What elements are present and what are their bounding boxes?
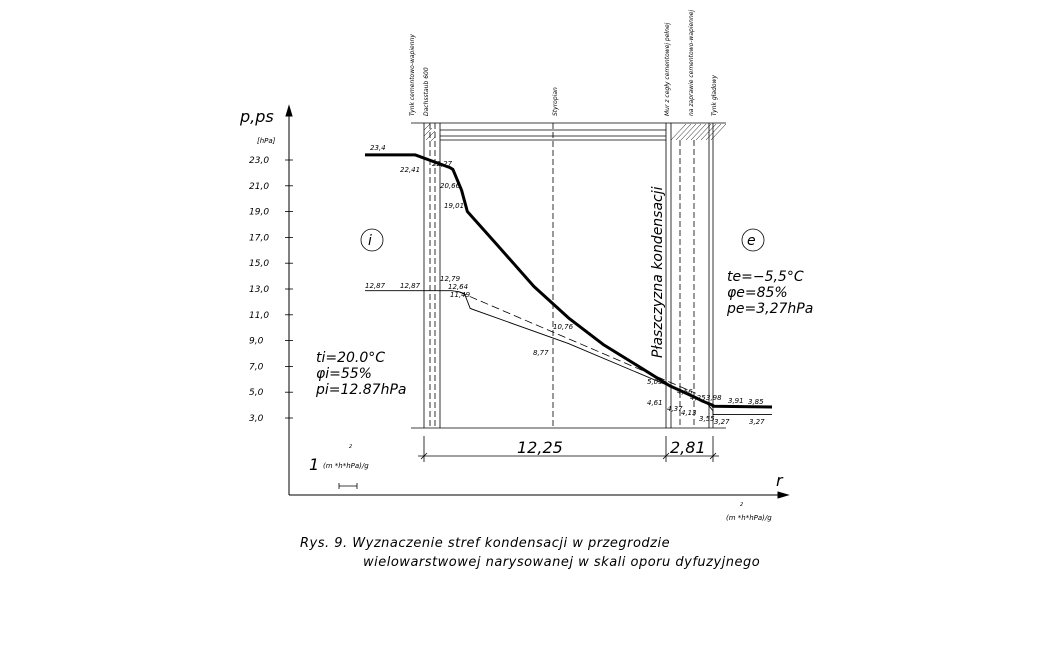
outside-humidity: φe=85%	[727, 285, 788, 301]
y-tick-label: 13,0	[249, 285, 269, 295]
y-tick-label: 21,0	[249, 182, 269, 192]
x-axis-arrow	[777, 491, 790, 499]
partial-pressure-value-label: 12,64	[448, 283, 468, 291]
y-tick-label: 17,0	[249, 233, 269, 243]
svg-text:Tynk cementowo-wapienny: Tynk cementowo-wapienny	[409, 34, 416, 116]
svg-text:Mur z cegły cementowej pełnej: Mur z cegły cementowej pełnej	[664, 22, 671, 116]
hatch-line	[680, 123, 697, 141]
svg-text:e: e	[747, 233, 756, 249]
partial-pressure-value-label: 8,77	[533, 349, 549, 357]
condensation-plane-label: Płaszczyzna kondensacji	[650, 186, 666, 358]
partial-pressure-line	[365, 290, 772, 415]
svg-text:(m *h*hPa)/g: (m *h*hPa)/g	[323, 462, 369, 470]
partial-pressure-value-label: 12,79	[440, 275, 461, 283]
dimension-2: 2,81	[670, 438, 706, 457]
y-axis-arrow	[285, 104, 293, 117]
x-axis-unit-exponent: 2	[740, 502, 743, 508]
hatch-line	[700, 123, 717, 141]
partial-pressure-value-label: 3,55	[699, 415, 715, 423]
svg-text:1: 1	[309, 455, 319, 474]
hatch-line	[685, 123, 702, 141]
partial-pressure-value-label: 11,49	[450, 291, 471, 299]
axes	[285, 104, 790, 499]
caption-line-2: wielowarstwowej narysowanej w skali opor…	[363, 555, 760, 570]
saturation-value-label: 4,25	[690, 394, 706, 402]
series-layer	[365, 153, 773, 415]
partial-pressure-value-label: 12,87	[400, 282, 421, 290]
scale-bar: 1 2 (m *h*hPa)/g	[309, 444, 369, 489]
y-tick-label: 3,0	[249, 414, 264, 424]
saturation-value-label: 3,91	[728, 397, 744, 405]
dimension-1: 12,25	[517, 438, 563, 457]
y-ticks: 23,0 21,0 19,0 17,0 15,0 13,0 11,0 9,0 7,0 5,0 3,0	[249, 156, 293, 424]
svg-text:Tynk gładowy: Tynk gładowy	[711, 75, 718, 116]
saturation-pressure-line	[365, 153, 773, 409]
svg-text:Dachsstaub 600: Dachsstaub 600	[423, 67, 430, 116]
hatch-inner	[423, 123, 436, 142]
svg-text:na zaprawie cementowo-wapienne: na zaprawie cementowo-wapiennej	[688, 10, 695, 116]
hatch-line	[705, 123, 722, 141]
wall-structure	[411, 122, 726, 429]
partial-pressure-value-label: 4,61	[647, 399, 663, 407]
outside-pressure: pe=3,27hPa	[726, 301, 813, 317]
saturation-value-label: 20,66	[440, 182, 461, 190]
inside-temperature: ti=20.0°C	[316, 350, 385, 366]
x-axis-label: r	[776, 471, 784, 490]
saturation-value-label: 19,01	[444, 202, 464, 210]
hatch-line	[675, 123, 692, 141]
caption-line-1: Rys. 9. Wyznaczenie stref kondensacji w …	[300, 536, 670, 551]
layer-labels: Tynk cementowo-wapienny Dachsstaub 600 S…	[409, 10, 718, 116]
y-tick-label: 23,0	[249, 156, 269, 166]
dimension-lines	[418, 436, 719, 462]
saturation-value-label: 3,85	[748, 398, 764, 406]
inside-pressure: pi=12.87hPa	[315, 382, 406, 398]
saturation-value-label: 22,27	[432, 160, 453, 168]
y-axis-label: p,ps	[239, 107, 274, 126]
inside-marker: i	[360, 228, 384, 252]
hatch-line	[710, 123, 727, 141]
value-labels: 23,4 22,41 22,27 20,66 19,01 10,76 5,05 4,564,2…	[365, 144, 765, 426]
y-tick-label: 15,0	[249, 259, 269, 269]
y-tick-label: 7,0	[249, 362, 264, 372]
svg-text:2: 2	[349, 444, 352, 450]
partial-pressure-tangent	[458, 291, 696, 394]
y-axis-unit: [hPa]	[257, 137, 276, 145]
hatch-outer	[670, 123, 727, 141]
outside-marker: e	[741, 228, 765, 252]
saturation-value-label: 3,98	[706, 394, 722, 402]
partial-pressure-value-label: 12,87	[365, 282, 386, 290]
partial-pressure-value-label: 4,13	[681, 409, 697, 417]
saturation-value-label: 4,56	[677, 388, 693, 396]
y-tick-label: 9,0	[249, 337, 264, 347]
svg-text:i: i	[368, 233, 372, 249]
svg-text:Styropian: Styropian	[552, 87, 559, 116]
partial-pressure-value-label: 4,37	[667, 405, 683, 413]
y-tick-label: 11,0	[249, 311, 269, 321]
y-tick-label: 5,0	[249, 388, 264, 398]
saturation-value-label: 22,41	[400, 166, 420, 174]
saturation-value-label: 5,05	[647, 378, 663, 386]
partial-pressure-value-label: 3,27	[749, 418, 765, 426]
inside-humidity: φi=55%	[316, 366, 372, 382]
x-axis-unit: (m *h*hPa)/g	[726, 514, 772, 522]
partial-pressure-value-label: 3,27	[714, 418, 730, 426]
saturation-value-label: 10,76	[553, 323, 574, 331]
outside-temperature: te=−5,5°C	[727, 269, 804, 285]
hatch-line	[670, 123, 687, 141]
y-tick-label: 19,0	[249, 208, 269, 218]
hatch-line	[690, 123, 707, 141]
hatch-line	[695, 123, 712, 141]
saturation-value-label: 23,4	[370, 144, 386, 152]
